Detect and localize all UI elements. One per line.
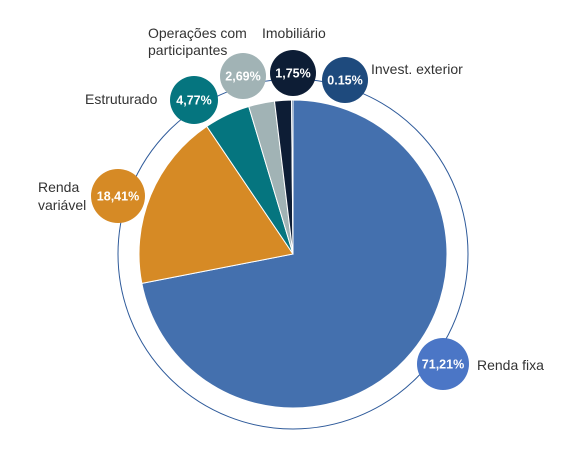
data-label: 18,41% — [97, 190, 139, 204]
badge-circle — [417, 338, 469, 390]
value-badge-renda-variavel: 18,41% — [91, 169, 145, 223]
data-label: 71,21% — [422, 358, 464, 372]
label-estruturado: Estruturado — [85, 91, 158, 107]
pie-slice-invest-exterior — [291, 99, 294, 255]
badge-circle — [220, 53, 266, 99]
data-label: 1,75% — [275, 67, 310, 81]
badge-circle — [91, 169, 145, 223]
pie-slice-renda-variavel — [138, 125, 294, 284]
data-label: 2,69% — [225, 70, 260, 84]
value-badge-operacoes-com-participantes: 2,69% — [220, 53, 266, 99]
label-operacoes-com-participantes: Operações com participantes — [148, 25, 251, 58]
data-label: 4,77% — [176, 94, 211, 108]
label-renda-fixa: Renda fixa — [477, 357, 544, 373]
label-invest-exterior: Invest. exterior — [371, 61, 463, 77]
pie-slice-renda-fixa — [141, 99, 448, 409]
value-badge-renda-fixa: 71,21% — [417, 338, 469, 390]
label-imobiliario: Imobiliário — [262, 25, 326, 41]
label-renda-variavel: Renda variável — [38, 179, 86, 213]
data-label: 0.15% — [327, 74, 362, 88]
value-badge-estruturado: 4,77% — [170, 76, 218, 124]
badge-circle — [170, 76, 218, 124]
value-badge-imobiliario: 1,75% — [270, 50, 316, 96]
badge-circle — [270, 50, 316, 96]
value-badge-invest-exterior: 0.15% — [322, 57, 368, 103]
badge-circle — [322, 57, 368, 103]
